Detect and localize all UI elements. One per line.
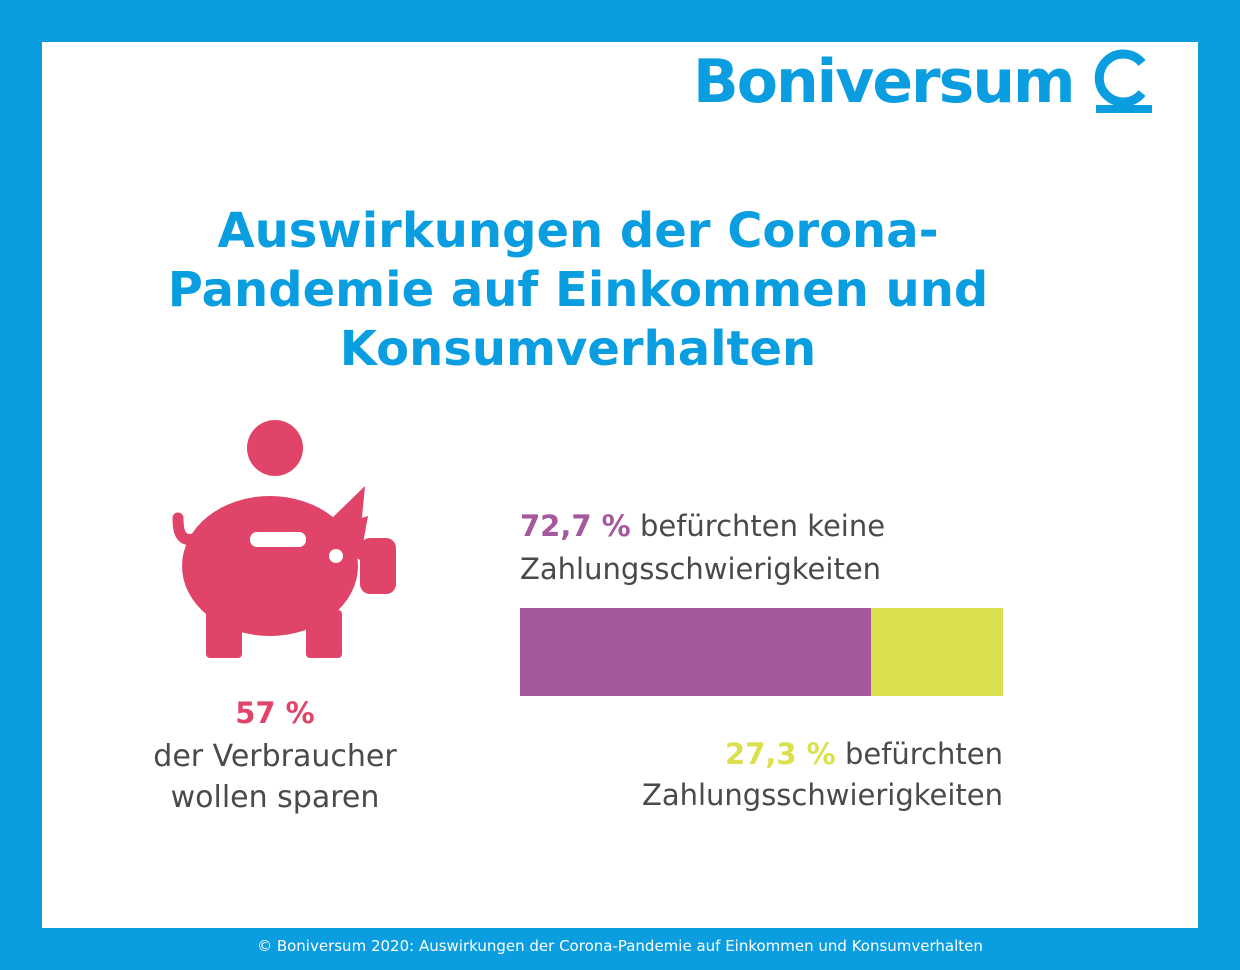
logo-text: Boniversum — [693, 47, 1076, 117]
logo-mark-icon — [1094, 49, 1152, 113]
boniversum-logo: Boniversum — [693, 42, 1156, 122]
savings-line-2: wollen sparen — [170, 780, 380, 815]
title-line-2: Pandemie auf Einkommen und — [167, 262, 989, 318]
bar-segment-no-difficulties — [520, 608, 872, 696]
stacked-bar — [520, 608, 1003, 696]
no-difficulties-text-2: Zahlungsschwierigkeiten — [520, 552, 882, 586]
no-difficulties-percent: 72,7 % — [520, 509, 631, 543]
content-panel — [42, 42, 1198, 928]
savings-description: der Verbraucher wollen sparen — [110, 736, 440, 818]
page-title: Auswirkungen der Corona- Pandemie auf Ei… — [100, 202, 1056, 379]
no-difficulties-text-1: befürchten keine — [639, 509, 886, 543]
no-difficulties-label: 72,7 % befürchten keine Zahlungsschwieri… — [520, 505, 1080, 591]
difficulties-text-1: befürchten — [844, 737, 1003, 771]
difficulties-percent: 27,3 % — [725, 737, 836, 771]
difficulties-label: 27,3 % befürchten Zahlungsschwierigkeite… — [520, 734, 1003, 816]
title-line-1: Auswirkungen der Corona- — [217, 203, 939, 259]
title-line-3: Konsumverhalten — [339, 321, 817, 377]
savings-percent: 57 % — [235, 696, 315, 730]
copyright-footer: © Boniversum 2020: Auswirkungen der Coro… — [257, 937, 983, 955]
savings-line-1: der Verbraucher — [153, 739, 397, 774]
difficulties-text-2: Zahlungsschwierigkeiten — [641, 778, 1003, 812]
piggy-bank-icon — [172, 420, 396, 658]
bar-segment-difficulties — [871, 608, 1003, 696]
